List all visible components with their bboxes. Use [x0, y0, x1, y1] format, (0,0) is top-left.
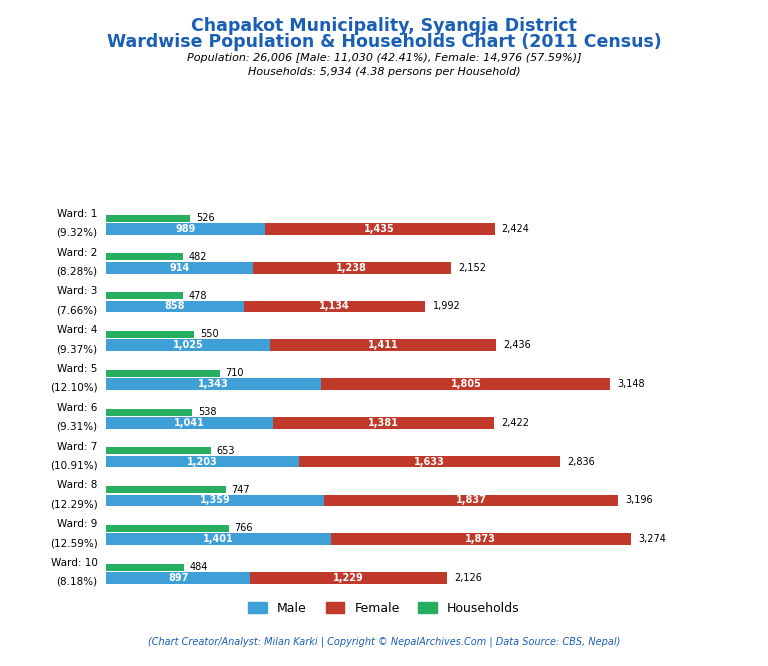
Bar [106, 448, 211, 454]
Bar [106, 223, 265, 234]
Bar [253, 262, 451, 274]
Text: 2,836: 2,836 [568, 457, 595, 467]
Bar [106, 370, 220, 377]
Text: Ward: 7: Ward: 7 [57, 442, 98, 452]
Text: 747: 747 [231, 485, 250, 495]
Legend: Male, Female, Households: Male, Female, Households [243, 597, 525, 620]
Text: 2,424: 2,424 [502, 224, 530, 234]
Bar [299, 456, 561, 468]
Bar [106, 563, 184, 571]
Bar [106, 340, 270, 351]
Text: 1,992: 1,992 [432, 302, 460, 312]
Bar [106, 417, 273, 429]
Bar [106, 300, 243, 312]
Text: 2,422: 2,422 [502, 418, 529, 428]
Text: 858: 858 [164, 302, 185, 312]
Text: (9.37%): (9.37%) [56, 344, 98, 354]
Text: Ward: 8: Ward: 8 [57, 480, 98, 490]
Text: (8.18%): (8.18%) [56, 577, 98, 587]
Text: (8.28%): (8.28%) [56, 266, 98, 276]
Text: (10.91%): (10.91%) [50, 460, 98, 470]
Text: 526: 526 [196, 213, 215, 223]
Text: 1,238: 1,238 [336, 262, 367, 272]
Text: 1,343: 1,343 [198, 379, 229, 389]
Bar [106, 525, 229, 532]
Text: Ward: 4: Ward: 4 [57, 325, 98, 335]
Bar [106, 331, 194, 338]
Text: 1,203: 1,203 [187, 457, 218, 467]
Text: 1,805: 1,805 [451, 379, 482, 389]
Text: Ward: 1: Ward: 1 [57, 208, 98, 218]
Text: Ward: 2: Ward: 2 [57, 248, 98, 258]
Text: 2,436: 2,436 [504, 340, 531, 350]
Text: 1,025: 1,025 [173, 340, 204, 350]
Text: 1,381: 1,381 [368, 418, 399, 428]
Bar [106, 262, 253, 274]
Text: 3,274: 3,274 [638, 534, 666, 544]
Text: Ward: 10: Ward: 10 [51, 558, 98, 568]
Bar [106, 292, 183, 299]
Text: (12.29%): (12.29%) [50, 500, 98, 509]
Text: (Chart Creator/Analyst: Milan Karki | Copyright © NepalArchives.Com | Data Sourc: (Chart Creator/Analyst: Milan Karki | Co… [147, 636, 621, 647]
Text: 653: 653 [217, 446, 235, 456]
Text: 1,411: 1,411 [368, 340, 399, 350]
Bar [324, 495, 618, 506]
Text: 989: 989 [175, 224, 196, 234]
Text: 1,837: 1,837 [455, 496, 486, 505]
Text: 1,633: 1,633 [415, 457, 445, 467]
Bar [273, 417, 494, 429]
Text: 538: 538 [198, 407, 217, 417]
Bar [106, 378, 321, 390]
Text: Ward: 6: Ward: 6 [57, 403, 98, 413]
Text: 1,041: 1,041 [174, 418, 205, 428]
Text: 2,152: 2,152 [458, 262, 486, 272]
Text: 478: 478 [188, 290, 207, 300]
Text: Population: 26,006 [Male: 11,030 (42.41%), Female: 14,976 (57.59%)]: Population: 26,006 [Male: 11,030 (42.41%… [187, 53, 581, 63]
Text: (7.66%): (7.66%) [56, 305, 98, 315]
Text: 1,229: 1,229 [333, 573, 364, 583]
Bar [270, 340, 496, 351]
Text: 914: 914 [169, 262, 190, 272]
Bar [106, 253, 184, 260]
Text: Ward: 3: Ward: 3 [57, 286, 98, 296]
Text: (12.10%): (12.10%) [50, 383, 98, 393]
Text: Households: 5,934 (4.38 persons per Household): Households: 5,934 (4.38 persons per Hous… [248, 67, 520, 77]
Text: 1,359: 1,359 [200, 496, 230, 505]
Bar [106, 533, 331, 545]
Bar [106, 495, 324, 506]
Bar [106, 486, 226, 493]
Text: 710: 710 [226, 368, 244, 378]
Text: 766: 766 [234, 523, 253, 533]
Text: (9.31%): (9.31%) [56, 422, 98, 432]
Bar [331, 533, 631, 545]
Text: 550: 550 [200, 330, 219, 340]
Bar [243, 300, 425, 312]
Text: 897: 897 [168, 573, 188, 583]
Bar [106, 572, 250, 584]
Text: 484: 484 [190, 562, 208, 572]
Text: 2,126: 2,126 [454, 573, 482, 583]
Text: Ward: 9: Ward: 9 [57, 519, 98, 529]
Text: 482: 482 [189, 252, 207, 262]
Bar [321, 378, 611, 390]
Text: Wardwise Population & Households Chart (2011 Census): Wardwise Population & Households Chart (… [107, 33, 661, 51]
Text: 1,435: 1,435 [364, 224, 395, 234]
Text: (9.32%): (9.32%) [56, 228, 98, 238]
Bar [106, 408, 193, 416]
Text: 1,134: 1,134 [319, 302, 350, 312]
Text: 1,401: 1,401 [203, 534, 233, 544]
Text: 1,873: 1,873 [465, 534, 496, 544]
Text: 3,148: 3,148 [617, 379, 645, 389]
Text: 3,196: 3,196 [625, 496, 653, 505]
Text: (12.59%): (12.59%) [50, 538, 98, 548]
Text: Ward: 5: Ward: 5 [57, 364, 98, 374]
Bar [106, 214, 190, 222]
Bar [265, 223, 495, 234]
Text: Chapakot Municipality, Syangja District: Chapakot Municipality, Syangja District [191, 17, 577, 35]
Bar [250, 572, 447, 584]
Bar [106, 456, 299, 468]
